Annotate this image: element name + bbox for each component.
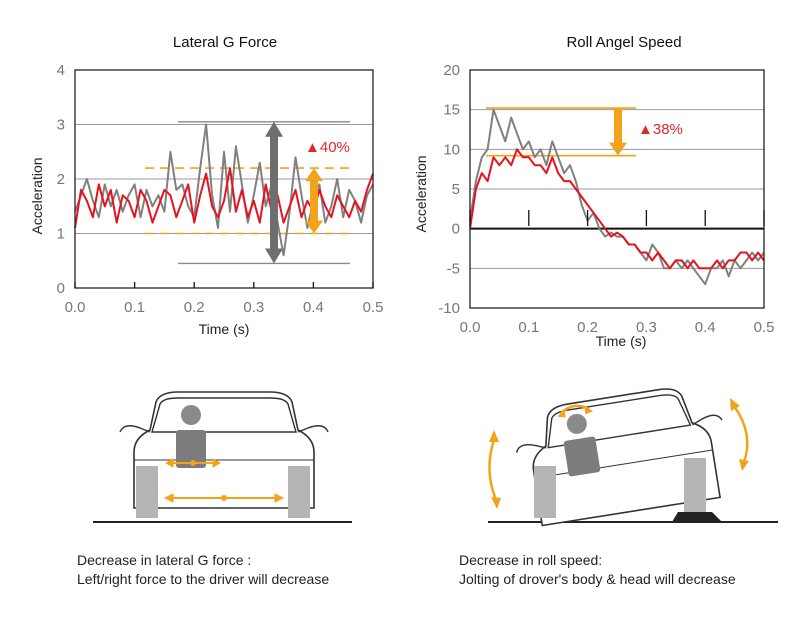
right-mirror bbox=[297, 425, 329, 433]
left-mirror bbox=[515, 444, 547, 453]
roll-angle-speed-chart: Roll Angel Speed 20 15 10 5 0 -5 -10 0.0 0.1 0.2… bbox=[413, 34, 774, 349]
head-jolt-arrowhead-left bbox=[557, 408, 566, 418]
right-roll-arrowhead-bottom bbox=[739, 459, 749, 471]
car-rear-view-illustration bbox=[93, 391, 352, 523]
c2-x-tick-label: 0.3 bbox=[636, 319, 657, 336]
lateral-g-force-chart: Lateral G Force 0 1 2 3 4 0.0 0.1 0.2 0.3 0.4 0.5… bbox=[29, 34, 383, 337]
driver-head bbox=[566, 413, 587, 434]
left-caption-line1: Decrease in lateral G force : bbox=[77, 552, 252, 568]
c2-y-tick-label: 20 bbox=[443, 62, 460, 79]
left-mirror bbox=[119, 425, 151, 433]
c2-y-tick-label: -5 bbox=[447, 260, 460, 277]
body-crease bbox=[534, 449, 713, 479]
left-caption-line2: Left/right force to the driver will decr… bbox=[77, 571, 330, 587]
left-roll-arrowhead-bottom bbox=[491, 497, 501, 509]
driver-body bbox=[176, 430, 206, 468]
chart1-x-axis-label: Time (s) bbox=[199, 321, 250, 337]
vehicle-lateral-force-arrow bbox=[163, 493, 285, 503]
c1-before-range-arrow bbox=[265, 121, 283, 264]
c1-y-tick-label: 2 bbox=[57, 171, 65, 188]
right-caption-line2: Jolting of drover's body & head will dec… bbox=[459, 571, 736, 587]
c1-y-tick-label: 3 bbox=[57, 117, 65, 134]
c1-x-tick-label: 0.1 bbox=[124, 299, 145, 316]
c1-x-tick-label: 0.4 bbox=[303, 299, 324, 316]
chart2-x-axis-label: Time (s) bbox=[596, 333, 647, 349]
c1-series-after bbox=[74, 167, 374, 229]
rear-window bbox=[547, 394, 692, 449]
left-roll-arrow bbox=[488, 439, 498, 501]
c2-y-tick-label: 10 bbox=[443, 141, 460, 158]
c1-y-tick-label: 4 bbox=[57, 62, 65, 79]
left-roll-arrowhead-top bbox=[489, 430, 499, 442]
road-bump bbox=[672, 512, 722, 522]
c2-x-tick-label: 0.2 bbox=[577, 319, 598, 336]
chart2-frame bbox=[469, 69, 765, 309]
left-tire bbox=[534, 466, 556, 518]
c2-y-tick-label: -10 bbox=[438, 300, 460, 317]
c2-y-tick-label: 5 bbox=[452, 181, 460, 198]
c2-y-tick-label: 0 bbox=[452, 221, 460, 238]
chart2-title: Roll Angel Speed bbox=[566, 34, 681, 51]
c2-peak-reduction-arrow bbox=[609, 108, 627, 156]
c1-y-tick-label: 1 bbox=[57, 226, 65, 243]
head-jolt-arrowhead-right bbox=[584, 405, 594, 415]
car-body bbox=[133, 391, 315, 509]
left-caption: Decrease in lateral G force : Left/right… bbox=[77, 551, 329, 589]
c2-x-tick-label: 0.1 bbox=[518, 319, 539, 336]
chart1-title: Lateral G Force bbox=[173, 34, 277, 51]
c1-x-tick-label: 0.0 bbox=[65, 299, 86, 316]
right-roll-arrow bbox=[732, 405, 749, 463]
c2-x-tick-label: 0.4 bbox=[695, 319, 716, 336]
c2-series-after bbox=[469, 148, 765, 270]
driver-body bbox=[563, 436, 601, 477]
left-tire bbox=[136, 466, 158, 518]
chart1-reduction-label: ▲40% bbox=[305, 139, 350, 156]
chart2-reduction-label: ▲38% bbox=[638, 121, 683, 138]
right-tire bbox=[684, 458, 706, 512]
tilted-car-body-group bbox=[515, 388, 723, 527]
rear-window bbox=[151, 397, 297, 433]
c1-series-before bbox=[74, 123, 374, 257]
right-tire bbox=[288, 466, 310, 518]
c1-y-tick-label: 0 bbox=[57, 280, 65, 297]
chart1-y-axis-label: Acceleration bbox=[29, 157, 45, 234]
c1-x-tick-label: 0.2 bbox=[184, 299, 205, 316]
right-caption-line1: Decrease in roll speed: bbox=[459, 552, 603, 568]
driver-head bbox=[181, 405, 201, 425]
c2-y-tick-label: 15 bbox=[443, 102, 460, 119]
c1-x-tick-label: 0.3 bbox=[243, 299, 264, 316]
c1-after-range-arrow bbox=[305, 168, 323, 234]
c1-x-tick-label: 0.5 bbox=[363, 299, 384, 316]
right-roll-arrowhead-top bbox=[730, 398, 740, 411]
c2-x-tick-label: 0.0 bbox=[460, 319, 481, 336]
right-caption: Decrease in roll speed: Jolting of drove… bbox=[459, 551, 736, 589]
c2-series-before bbox=[469, 108, 765, 286]
driver-lateral-force-arrow bbox=[164, 458, 222, 468]
c2-x-tick-label: 0.5 bbox=[754, 319, 775, 336]
right-mirror bbox=[692, 414, 723, 426]
chart1-frame bbox=[74, 69, 374, 289]
chart2-y-axis-label: Acceleration bbox=[413, 155, 429, 232]
tilted-car-illustration bbox=[488, 388, 778, 527]
